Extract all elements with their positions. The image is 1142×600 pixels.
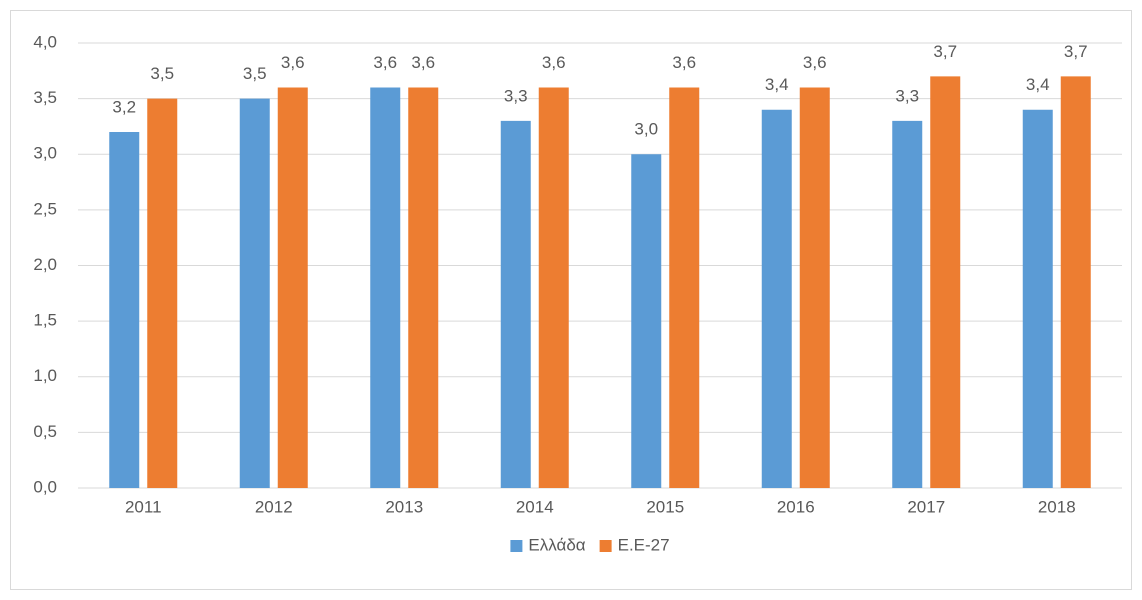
bar bbox=[1060, 76, 1091, 488]
x-tick-label: 2017 bbox=[907, 497, 945, 516]
y-tick-label: 1,5 bbox=[33, 311, 57, 330]
y-tick-label: 4,0 bbox=[33, 32, 57, 51]
bar bbox=[761, 109, 792, 488]
y-tick-label: 0,5 bbox=[33, 422, 57, 441]
y-tick-label: 3,0 bbox=[33, 144, 57, 163]
bar bbox=[147, 98, 178, 488]
x-tick-label: 2013 bbox=[385, 497, 423, 516]
x-tick-label: 2014 bbox=[516, 497, 554, 516]
y-tick-label: 3,5 bbox=[33, 88, 57, 107]
bar bbox=[631, 154, 662, 488]
legend-label: Ε.Ε-27 bbox=[618, 535, 670, 554]
data-label: 3,6 bbox=[281, 53, 305, 72]
bar bbox=[930, 76, 961, 488]
bar bbox=[669, 87, 700, 488]
data-label: 3,6 bbox=[672, 53, 696, 72]
bar bbox=[799, 87, 830, 488]
data-label: 3,3 bbox=[895, 86, 919, 105]
bar bbox=[500, 120, 531, 488]
bar bbox=[538, 87, 569, 488]
bar bbox=[370, 87, 401, 488]
y-tick-label: 1,0 bbox=[33, 366, 57, 385]
legend-label: Ελλάδα bbox=[528, 535, 585, 554]
bar bbox=[892, 120, 923, 488]
data-label: 3,7 bbox=[933, 42, 957, 61]
data-label: 3,5 bbox=[150, 64, 174, 83]
data-label: 3,6 bbox=[803, 53, 827, 72]
bar bbox=[408, 87, 439, 488]
data-label: 3,4 bbox=[765, 75, 789, 94]
y-tick-label: 0,0 bbox=[33, 477, 57, 496]
y-tick-label: 2,0 bbox=[33, 255, 57, 274]
bar bbox=[277, 87, 308, 488]
x-tick-label: 2012 bbox=[255, 497, 293, 516]
bar bbox=[239, 98, 270, 488]
legend-swatch bbox=[599, 540, 612, 552]
x-tick-label: 2018 bbox=[1038, 497, 1076, 516]
data-label: 3,7 bbox=[1064, 42, 1088, 61]
legend-swatch bbox=[510, 540, 523, 552]
data-label: 3,6 bbox=[411, 53, 435, 72]
data-label: 3,0 bbox=[634, 120, 658, 139]
data-label: 3,2 bbox=[112, 97, 136, 116]
data-label: 3,3 bbox=[504, 86, 528, 105]
x-tick-label: 2016 bbox=[777, 497, 815, 516]
x-tick-label: 2011 bbox=[125, 497, 162, 516]
y-tick-label: 2,5 bbox=[33, 199, 57, 218]
data-label: 3,6 bbox=[542, 53, 566, 72]
x-tick-label: 2015 bbox=[646, 497, 684, 516]
bar bbox=[1022, 109, 1053, 488]
bar bbox=[109, 132, 140, 488]
data-label: 3,6 bbox=[373, 53, 397, 72]
data-label: 3,4 bbox=[1026, 75, 1050, 94]
data-label: 3,5 bbox=[243, 64, 267, 83]
chart-border bbox=[10, 10, 1132, 590]
